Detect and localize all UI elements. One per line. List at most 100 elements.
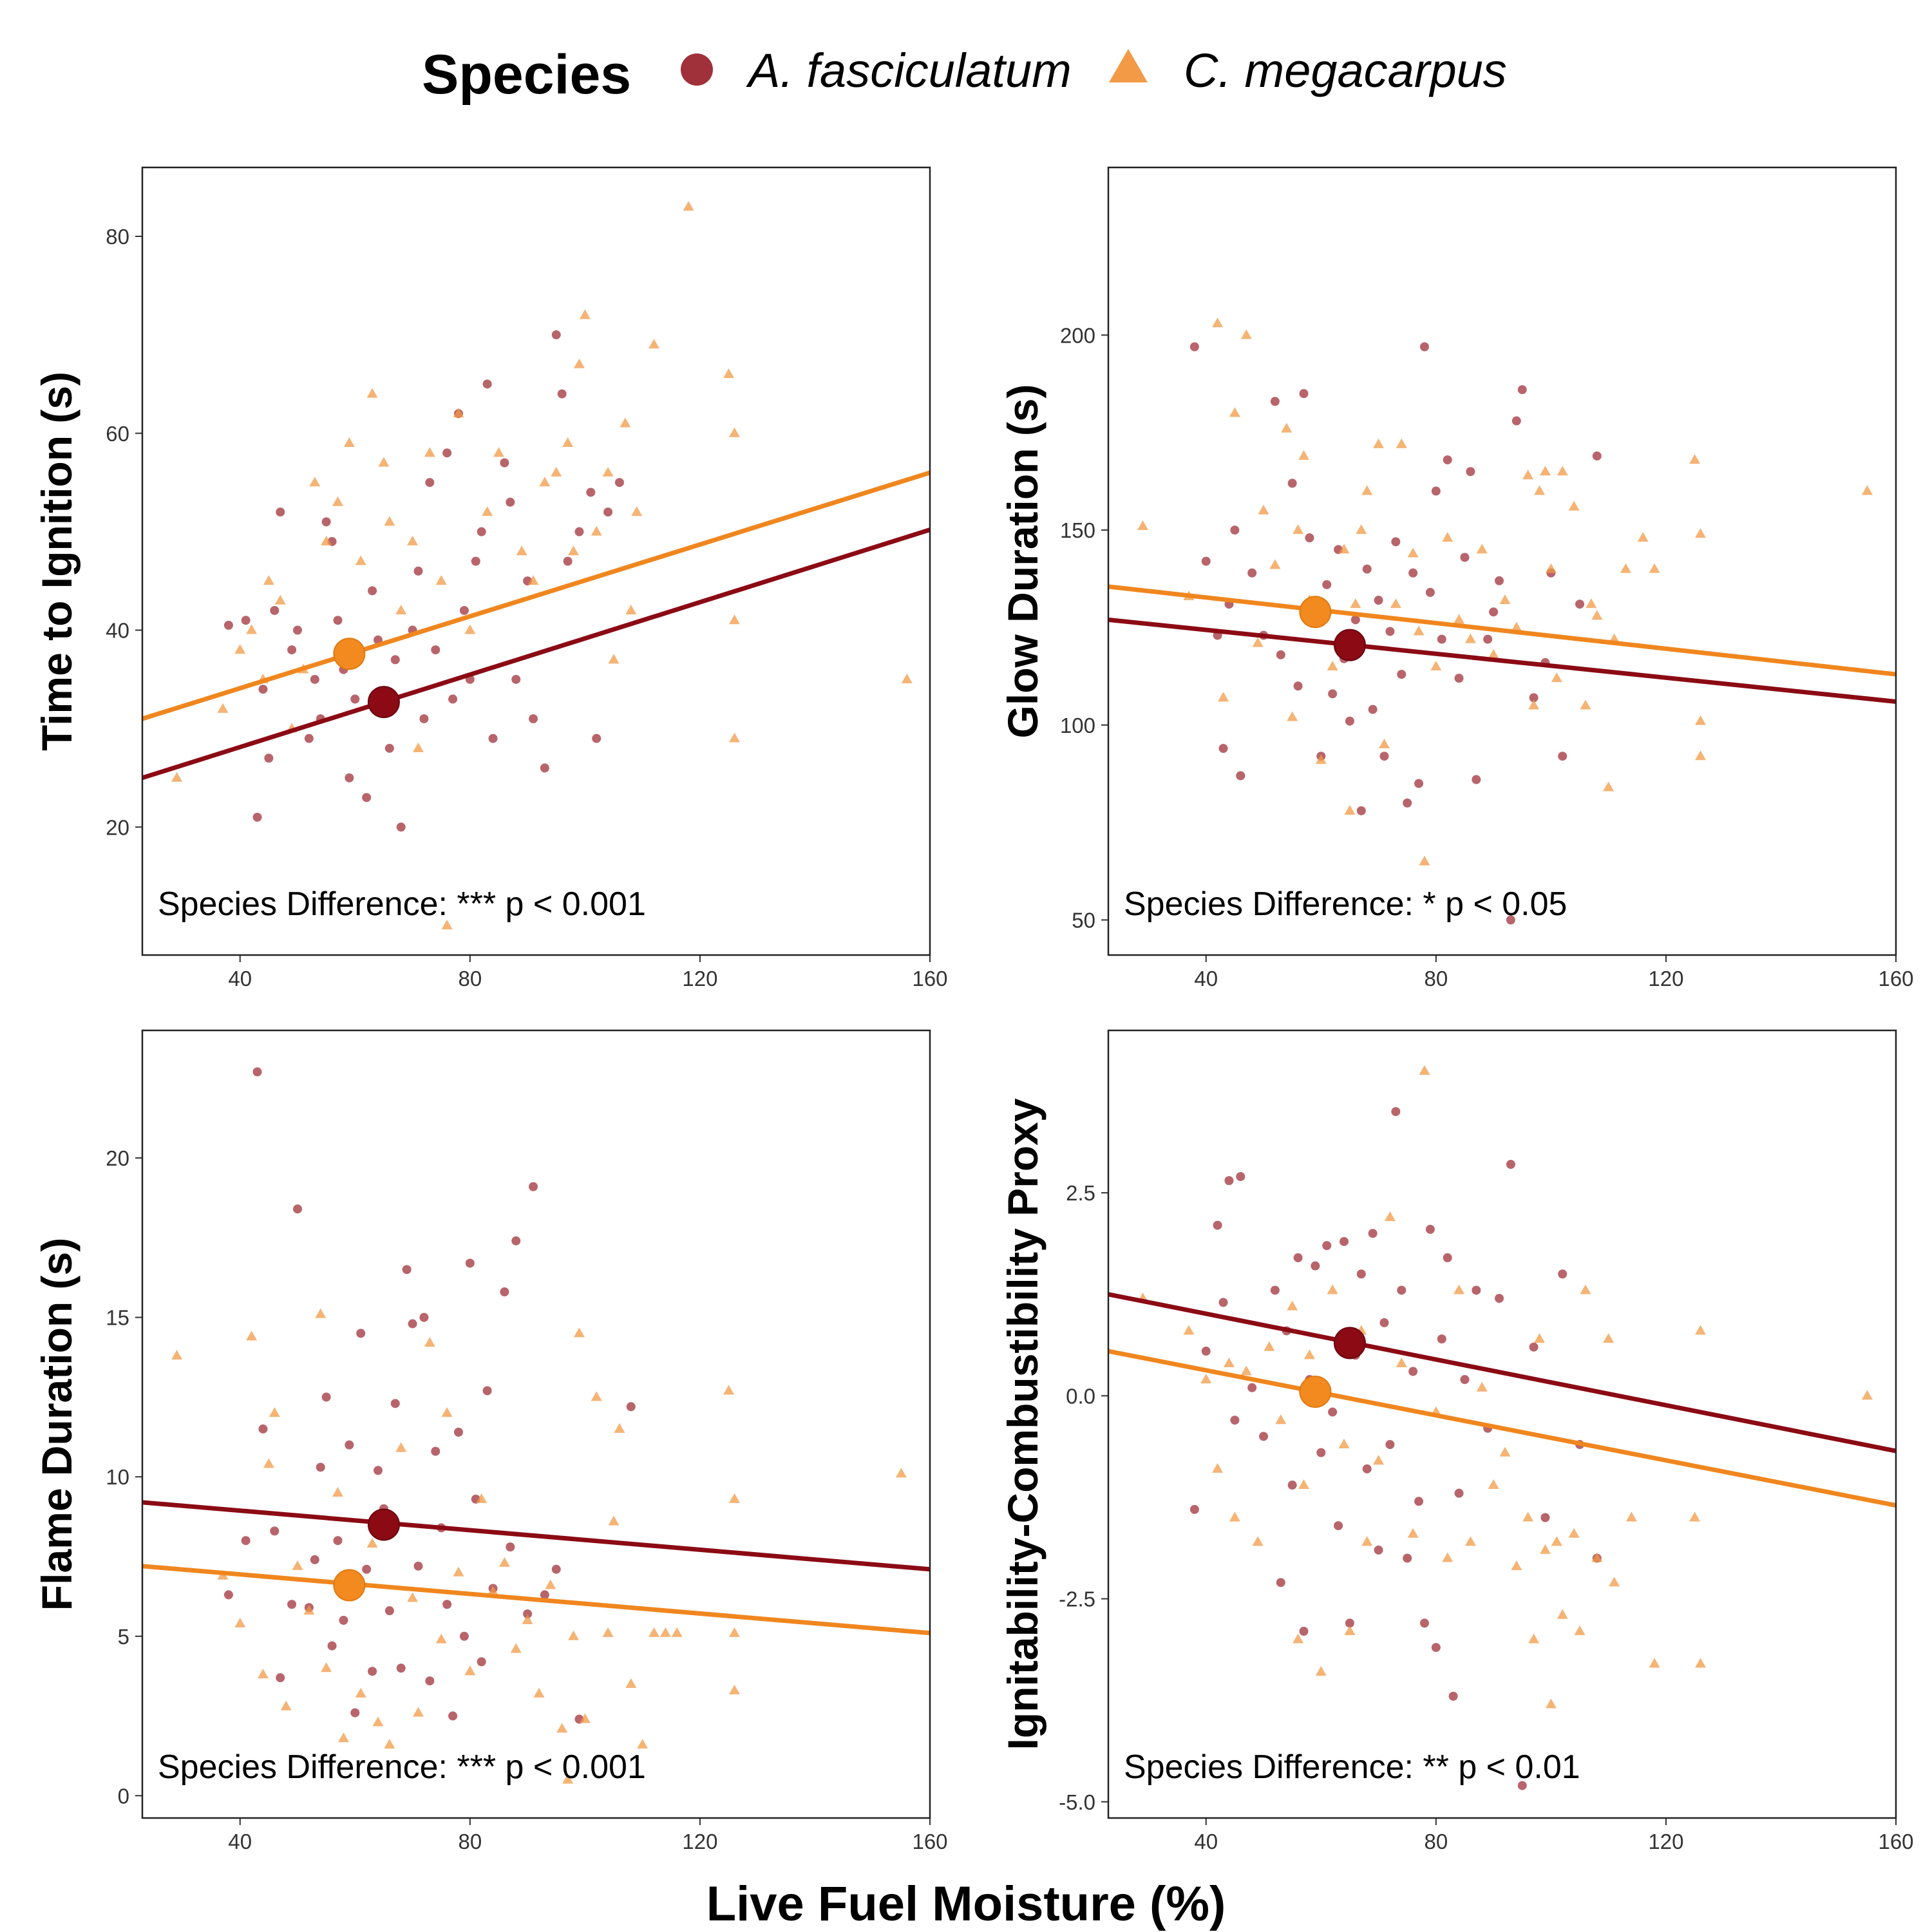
point-c-megacarpus xyxy=(1252,637,1264,647)
point-a-fasciculatum xyxy=(1201,1347,1211,1356)
point-c-megacarpus xyxy=(562,437,574,448)
y-tick-label: 50 xyxy=(1072,909,1095,933)
point-c-megacarpus xyxy=(683,201,694,211)
point-c-megacarpus xyxy=(407,535,419,545)
point-a-fasciculatum xyxy=(1299,389,1309,399)
point-c-megacarpus xyxy=(728,1627,740,1637)
point-c-megacarpus xyxy=(1384,1211,1396,1221)
point-c-megacarpus xyxy=(1545,1698,1557,1709)
point-c-megacarpus xyxy=(464,1665,476,1676)
point-c-megacarpus xyxy=(482,506,493,516)
point-c-megacarpus xyxy=(1264,1341,1275,1351)
point-a-fasciculatum xyxy=(1408,1367,1418,1376)
point-c-megacarpus xyxy=(1183,1325,1195,1335)
panel-ignitability-combustibility: 40 80 120 160 -5.0 -2.5 0.0 2.5 Ignitability-Com… xyxy=(999,1029,1914,1853)
panel-frame xyxy=(141,166,931,956)
point-a-fasciculatum xyxy=(270,1526,279,1536)
point-a-fasciculatum xyxy=(1443,455,1452,465)
y-tick-label: 20 xyxy=(106,1146,129,1170)
point-a-fasciculatum xyxy=(327,1641,337,1651)
point-a-fasciculatum xyxy=(488,734,498,743)
point-c-megacarpus xyxy=(321,1662,332,1672)
x-tick-label: 40 xyxy=(228,1830,252,1853)
point-a-fasciculatum xyxy=(1328,689,1338,699)
point-c-megacarpus xyxy=(579,1713,591,1723)
point-c-megacarpus xyxy=(1694,715,1706,725)
point-c-megacarpus xyxy=(332,496,344,506)
point-c-megacarpus xyxy=(728,1684,740,1694)
point-c-megacarpus xyxy=(1637,532,1649,542)
point-c-megacarpus xyxy=(1430,660,1442,670)
fit-line-c-megacarpus xyxy=(1108,1349,1896,1508)
point-a-fasciculatum xyxy=(1460,1375,1470,1385)
point-c-megacarpus xyxy=(1649,1658,1660,1668)
point-c-megacarpus xyxy=(1689,1511,1701,1522)
point-a-fasciculatum xyxy=(258,685,268,694)
point-a-fasciculatum xyxy=(1356,806,1366,815)
y-tick-label: 0.0 xyxy=(1066,1384,1095,1408)
point-c-megacarpus xyxy=(315,1308,327,1318)
point-a-fasciculatum xyxy=(506,1542,515,1552)
point-c-megacarpus xyxy=(1350,598,1361,609)
point-c-megacarpus xyxy=(171,772,183,782)
point-a-fasciculatum xyxy=(252,812,262,822)
point-a-fasciculatum xyxy=(471,556,480,566)
point-c-megacarpus xyxy=(1315,754,1327,764)
point-c-megacarpus xyxy=(1240,1365,1252,1376)
point-a-fasciculatum xyxy=(557,389,567,399)
point-a-fasciculatum xyxy=(1299,1627,1309,1636)
point-a-fasciculatum xyxy=(264,753,274,763)
point-c-megacarpus xyxy=(1442,1552,1454,1562)
point-c-megacarpus xyxy=(1137,520,1149,531)
point-a-fasciculatum xyxy=(1287,1481,1297,1490)
point-a-fasciculatum xyxy=(1293,681,1303,691)
point-a-fasciculatum xyxy=(1189,1504,1199,1514)
point-c-megacarpus xyxy=(280,1700,292,1710)
point-c-megacarpus xyxy=(614,1423,625,1433)
point-c-megacarpus xyxy=(1694,750,1706,761)
y-axis-title: Glow Duration (s) xyxy=(999,384,1046,739)
point-a-fasciculatum xyxy=(321,517,331,527)
point-c-megacarpus xyxy=(568,1630,580,1640)
point-a-fasciculatum xyxy=(1201,556,1211,566)
panel-time-to-ignition: 40 80 120 160 20 40 60 80 Time to Ignition (s) Sp… xyxy=(33,166,948,990)
point-c-megacarpus xyxy=(246,624,258,634)
point-a-fasciculatum xyxy=(500,1287,509,1297)
point-c-megacarpus xyxy=(1212,317,1224,328)
point-a-fasciculatum xyxy=(1517,385,1527,395)
point-a-fasciculatum xyxy=(1362,1464,1372,1473)
point-c-megacarpus xyxy=(573,358,585,368)
point-a-fasciculatum xyxy=(1368,705,1378,714)
point-a-fasciculatum xyxy=(1558,752,1567,761)
species-difference-annotation: Species Difference: *** p < 0.001 xyxy=(158,1748,646,1786)
point-a-fasciculatum xyxy=(1466,467,1475,477)
species-difference-annotation: Species Difference: * p < 0.05 xyxy=(1124,886,1567,923)
point-c-megacarpus xyxy=(895,1468,907,1478)
point-c-megacarpus xyxy=(1620,563,1631,573)
point-a-fasciculatum xyxy=(1419,1618,1429,1628)
y-tick-label: 150 xyxy=(1060,518,1095,542)
point-c-megacarpus xyxy=(1419,855,1430,866)
point-c-megacarpus xyxy=(625,604,637,614)
point-a-fasciculatum xyxy=(511,1236,521,1245)
point-c-megacarpus xyxy=(1591,1552,1603,1562)
fit-line-a-fasciculatum xyxy=(1108,617,1896,704)
point-c-megacarpus xyxy=(516,545,527,556)
panel-frame xyxy=(141,1029,931,1819)
point-c-megacarpus xyxy=(522,1615,533,1625)
point-c-megacarpus xyxy=(1269,559,1281,569)
point-c-megacarpus xyxy=(274,594,286,605)
point-c-megacarpus xyxy=(292,1560,303,1570)
point-c-megacarpus xyxy=(384,1739,395,1749)
point-c-megacarpus xyxy=(441,1407,453,1417)
point-a-fasciculatum xyxy=(1385,1440,1395,1450)
point-c-megacarpus xyxy=(1396,1357,1407,1367)
point-a-fasciculatum xyxy=(511,674,521,684)
point-c-megacarpus xyxy=(366,388,378,398)
point-c-megacarpus xyxy=(637,1739,649,1749)
point-c-megacarpus xyxy=(728,732,740,743)
point-c-megacarpus xyxy=(395,1442,407,1452)
point-a-fasciculatum xyxy=(241,616,251,625)
point-a-fasciculatum xyxy=(241,1536,251,1546)
point-a-fasciculatum xyxy=(1350,615,1360,625)
